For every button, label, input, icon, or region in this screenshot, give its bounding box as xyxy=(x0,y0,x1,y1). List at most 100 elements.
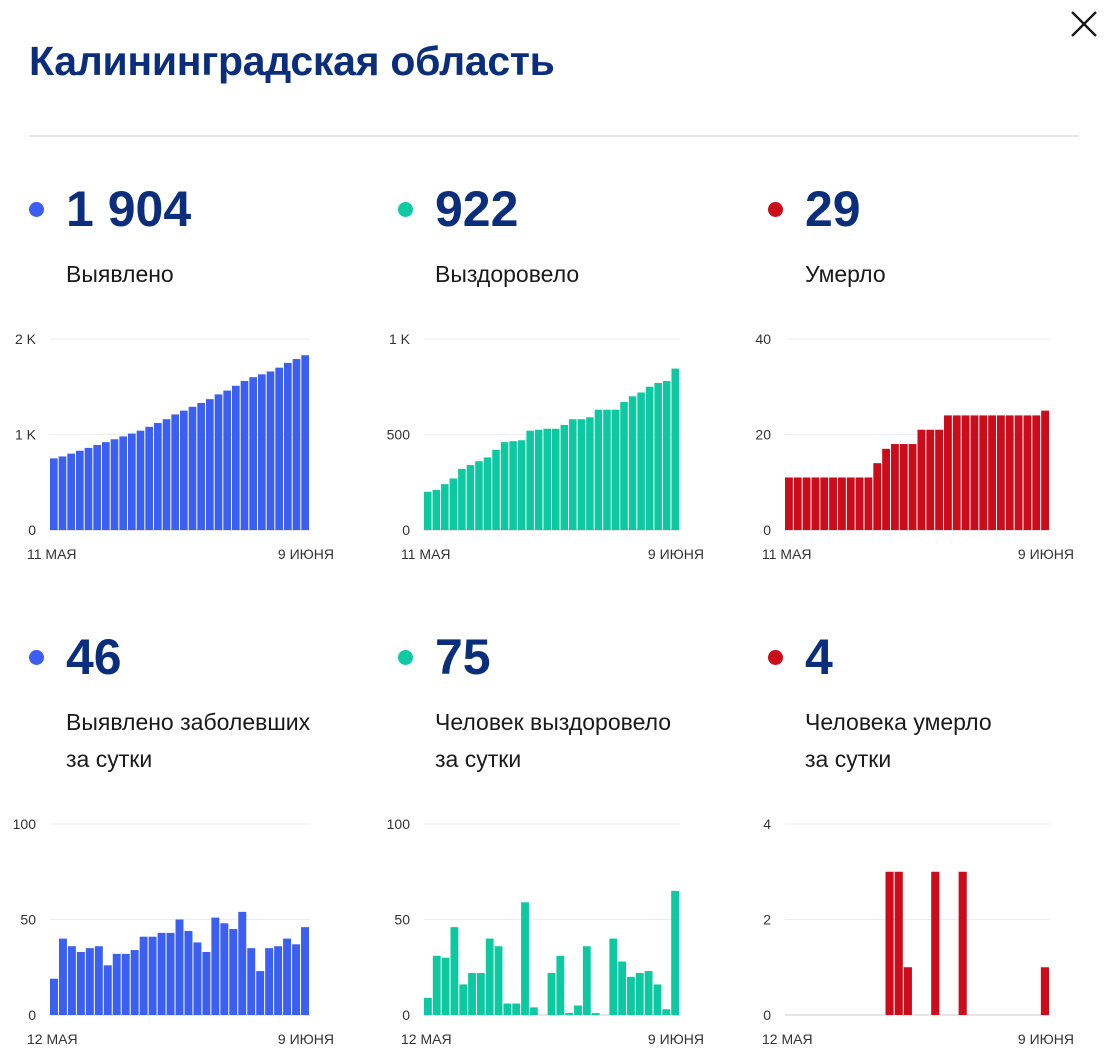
close-button[interactable] xyxy=(1068,8,1100,40)
x-start-label: 11 МАЯ xyxy=(762,546,812,562)
bar xyxy=(483,457,492,530)
bar xyxy=(552,428,560,530)
bar xyxy=(855,477,864,530)
bar xyxy=(166,932,175,1015)
y-tick-label: 100 xyxy=(387,816,411,832)
bar xyxy=(569,419,577,530)
bar xyxy=(603,409,611,530)
bar xyxy=(961,415,970,530)
bar xyxy=(102,442,110,530)
bar xyxy=(84,447,93,530)
bar xyxy=(582,946,591,1015)
y-tick-label: 0 xyxy=(402,522,410,538)
bar xyxy=(76,951,85,1015)
bar xyxy=(283,938,292,1015)
bar xyxy=(556,955,565,1015)
bar xyxy=(249,377,257,530)
bar xyxy=(432,489,441,530)
stat-label-line: Человека умерло xyxy=(805,709,992,735)
stat-value: 1 904 xyxy=(66,181,192,237)
bar xyxy=(202,951,211,1015)
y-tick-label: 100 xyxy=(13,816,37,832)
bar xyxy=(266,371,275,530)
bar xyxy=(565,1013,574,1015)
daily-deaths-dot xyxy=(768,650,783,665)
bar xyxy=(247,948,256,1015)
bar xyxy=(785,477,793,530)
bar xyxy=(157,932,166,1015)
daily-cases-dot xyxy=(29,650,44,665)
bar xyxy=(67,453,75,530)
bar xyxy=(802,477,811,530)
chart-cumulative-recovered: 0 500 1 K 11 МАЯ 9 ИЮНЯ xyxy=(387,331,704,562)
bar xyxy=(935,429,943,530)
bar xyxy=(301,355,309,530)
bar xyxy=(671,368,679,530)
bar xyxy=(256,971,265,1015)
y-tick-label: 1 K xyxy=(389,331,411,347)
stat-label: Выявлено xyxy=(66,256,174,293)
bar xyxy=(184,930,193,1015)
bar xyxy=(970,415,979,530)
bar xyxy=(492,449,500,530)
bar xyxy=(265,948,274,1015)
bar xyxy=(1023,415,1032,530)
bar xyxy=(891,444,899,530)
y-tick-label: 50 xyxy=(20,912,36,928)
bar xyxy=(136,430,145,530)
bar xyxy=(145,426,153,530)
bar xyxy=(180,410,188,530)
stat-label-line: за сутки xyxy=(66,746,153,772)
bar xyxy=(1041,410,1049,530)
bar xyxy=(76,450,84,530)
stat-value: 75 xyxy=(435,629,491,685)
chart-cumulative-deaths: 0 20 40 11 МАЯ 9 ИЮНЯ xyxy=(755,331,1074,562)
cases-dot xyxy=(29,202,44,217)
bar xyxy=(458,468,466,530)
bar xyxy=(543,428,551,530)
bar xyxy=(509,441,517,530)
y-tick-label: 0 xyxy=(28,522,36,538)
chart-daily-recovered: 0 50 100 12 МАЯ 9 ИЮНЯ xyxy=(387,816,704,1047)
y-tick-label: 0 xyxy=(763,522,771,538)
stat-value: 4 xyxy=(805,629,833,685)
stat-label: Выявлено заболевших за сутки xyxy=(66,704,310,778)
bar xyxy=(560,424,569,530)
bar xyxy=(432,955,441,1015)
bar xyxy=(662,1009,671,1015)
stat-label-line: Умерло xyxy=(805,261,886,287)
chart-daily-cases: 0 50 100 12 МАЯ 9 ИЮНЯ xyxy=(13,816,334,1047)
x-start-label: 12 МАЯ xyxy=(27,1031,78,1047)
bar xyxy=(654,382,662,530)
y-tick-label: 0 xyxy=(402,1007,410,1023)
bar xyxy=(229,929,238,1015)
bar xyxy=(206,399,214,530)
x-end-label: 9 ИЮНЯ xyxy=(1018,1031,1074,1047)
bar xyxy=(85,948,94,1015)
bar xyxy=(130,950,139,1015)
bar xyxy=(175,919,184,1015)
recovered-dot xyxy=(398,202,413,217)
y-tick-label: 50 xyxy=(394,912,410,928)
bar xyxy=(148,936,157,1015)
bar xyxy=(577,419,586,530)
y-tick-label: 4 xyxy=(763,816,771,832)
bar xyxy=(899,444,908,530)
bar xyxy=(944,415,952,530)
bar xyxy=(424,997,432,1015)
x-start-label: 12 МАЯ xyxy=(762,1031,813,1047)
bar xyxy=(908,444,917,530)
bar xyxy=(1040,967,1049,1015)
bar xyxy=(620,402,628,530)
daily-recovered-dot xyxy=(398,650,413,665)
bar xyxy=(1005,415,1014,530)
bar xyxy=(873,463,882,530)
bar xyxy=(594,409,603,530)
bar xyxy=(466,465,475,530)
bar xyxy=(586,417,594,530)
bar xyxy=(424,491,432,530)
y-tick-label: 500 xyxy=(387,427,411,443)
bar xyxy=(240,381,249,530)
bar xyxy=(653,984,662,1015)
bar xyxy=(121,953,130,1015)
